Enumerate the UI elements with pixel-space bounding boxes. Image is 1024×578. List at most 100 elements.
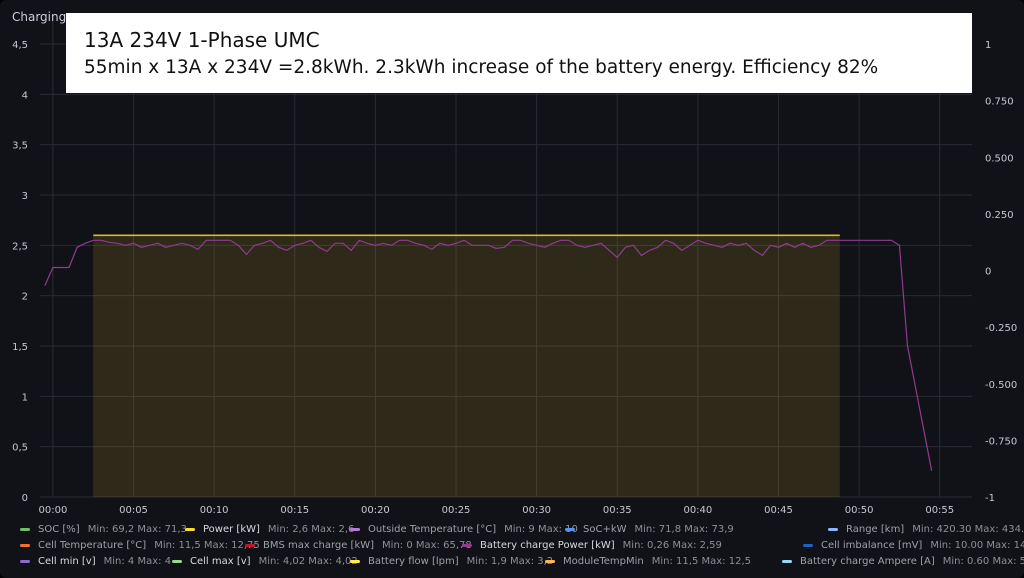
legend-series-name: Power [kW] xyxy=(203,523,260,535)
x-tick-label: 00:35 xyxy=(603,505,632,516)
y-left-tick-label: 4,5 xyxy=(12,40,28,51)
chart-plot: 0 0,5 1 1,5 2 2,5 3 3,5 4 4,5 -1 -0.750 -0.500 -0.25… xyxy=(12,14,1017,516)
legend-stats: Min: 1,9 Max: 3,2 xyxy=(466,555,554,567)
panel-title[interactable]: Charging xyxy=(12,10,67,24)
legend-item[interactable]: Cell imbalance [mV] Min: 10.00 Max: 14.00 xyxy=(803,538,1024,552)
legend-item[interactable]: Battery flow [lpm] Min: 1,9 Max: 3,2 xyxy=(350,554,559,568)
y-right-tick-label: -0.250 xyxy=(985,323,1017,334)
legend-stats: Min: 0.60 Max: 5.90 xyxy=(942,555,1024,567)
y-right-tick-label: 1 xyxy=(985,40,991,51)
legend-item[interactable]: Cell Temperature [°C] Min: 11,5 Max: 12,7… xyxy=(20,538,266,552)
x-tick-label: 00:30 xyxy=(522,505,551,516)
legend-stats: Min: 11,5 Max: 12,5 xyxy=(651,555,751,567)
x-tick-label: 00:50 xyxy=(845,505,874,516)
legend-stats: Min: 4 Max: 4 xyxy=(103,555,172,567)
legend-swatch xyxy=(350,559,360,563)
y-left-tick-label: 3 xyxy=(22,191,28,202)
x-tick-label: 00:00 xyxy=(38,505,67,516)
legend-swatch xyxy=(20,559,30,563)
y-right-tick-label: -0.750 xyxy=(985,436,1017,447)
legend-stats: Min: 71,8 Max: 73,9 xyxy=(634,523,734,535)
y-left-tick-label: 1,5 xyxy=(12,342,28,353)
legend-swatch xyxy=(172,559,182,563)
series-area-power xyxy=(93,235,840,497)
legend-item[interactable]: Cell min [v] Min: 4 Max: 4 xyxy=(20,554,177,568)
legend-series-name: ModuleTempMin xyxy=(563,555,644,567)
legend-stats: Min: 420.30 Max: 434.10 xyxy=(912,523,1024,535)
x-tick-label: 00:20 xyxy=(361,505,390,516)
legend: SOC [%] Min: 69,2 Max: 71,3 Power [kW] Min:… xyxy=(0,518,1024,578)
y-left-tick-label: 2,5 xyxy=(12,241,28,252)
legend-stats: Min: 69,2 Max: 71,3 xyxy=(87,523,187,535)
legend-swatch xyxy=(803,543,813,547)
legend-swatch xyxy=(462,543,472,547)
legend-item[interactable]: Battery charge Power [kW] Min: 0,26 Max: … xyxy=(462,538,728,552)
legend-stats: Min: 2,6 Max: 2,6 xyxy=(267,523,355,535)
y-left-tick-label: 4 xyxy=(22,90,28,101)
legend-item[interactable]: Power [kW] Min: 2,6 Max: 2,6 xyxy=(185,522,360,536)
y-axis-left: 0 0,5 1 1,5 2 2,5 3 3,5 4 4,5 xyxy=(12,40,28,504)
y-axis-right: -1 -0.750 -0.500 -0.250 0 0.250 0.500 0.750 1 xyxy=(985,40,1017,504)
legend-series-name: SOC [%] xyxy=(38,523,80,535)
y-left-tick-label: 1 xyxy=(22,392,28,403)
legend-stats: Min: 0,26 Max: 2,59 xyxy=(622,539,722,551)
legend-series-name: Battery charge Power [kW] xyxy=(480,539,615,551)
legend-stats: Min: 9 Max: 10 xyxy=(504,523,578,535)
legend-series-name: Cell max [v] xyxy=(190,555,251,567)
series-line-battery-charge-power xyxy=(44,239,933,471)
legend-swatch xyxy=(245,543,255,547)
x-tick-label: 00:40 xyxy=(683,505,712,516)
legend-series-name: BMS max charge [kW] xyxy=(263,539,375,551)
legend-series-name: Cell imbalance [mV] xyxy=(821,539,923,551)
y-right-tick-label: 0.500 xyxy=(985,153,1014,164)
legend-series-name: SoC+kW xyxy=(583,523,627,535)
y-right-tick-label: -0.500 xyxy=(985,380,1017,391)
legend-swatch xyxy=(828,527,838,531)
annotation-line-2: 55min x 13A x 234V =2.8kWh. 2.3kWh incre… xyxy=(84,57,879,78)
y-right-tick-label: 0 xyxy=(985,267,991,278)
legend-item[interactable]: Battery charge Ampere [A] Min: 0.60 Max: … xyxy=(782,554,1024,568)
x-tick-label: 00:15 xyxy=(280,505,309,516)
legend-item[interactable]: Range [km] Min: 420.30 Max: 434.10 xyxy=(828,522,1024,536)
legend-stats: Min: 10.00 Max: 14.00 xyxy=(930,539,1024,551)
legend-swatch xyxy=(545,559,555,563)
legend-stats: Min: 0 Max: 65,78 xyxy=(382,539,472,551)
legend-swatch xyxy=(350,527,360,531)
legend-item[interactable]: ModuleTempMin Min: 11,5 Max: 12,5 xyxy=(545,554,757,568)
legend-series-name: Battery charge Ampere [A] xyxy=(800,555,935,567)
y-right-tick-label: 0.250 xyxy=(985,210,1014,221)
y-right-tick-label: -1 xyxy=(985,493,995,504)
x-axis: 00:00 00:05 00:10 00:15 00:20 00:25 00:30 00:35… xyxy=(38,505,954,516)
legend-stats: Min: 11,5 Max: 12,75 xyxy=(154,539,260,551)
annotation-line-1: 13A 234V 1-Phase UMC xyxy=(84,28,320,52)
annotation-box: 13A 234V 1-Phase UMC 55min x 13A x 234V … xyxy=(66,13,972,93)
x-tick-label: 00:10 xyxy=(200,505,229,516)
legend-series-name: Cell Temperature [°C] xyxy=(38,539,147,551)
legend-series-name: Battery flow [lpm] xyxy=(368,555,459,567)
legend-stats: Min: 4,02 Max: 4,02 xyxy=(258,555,358,567)
legend-swatch xyxy=(20,543,30,547)
legend-item[interactable]: SOC [%] Min: 69,2 Max: 71,3 xyxy=(20,522,193,536)
legend-swatch xyxy=(565,527,575,531)
legend-item[interactable]: Cell max [v] Min: 4,02 Max: 4,02 xyxy=(172,554,364,568)
legend-swatch xyxy=(185,527,195,531)
legend-item[interactable]: Outside Temperature [°C] Min: 9 Max: 10 xyxy=(350,522,584,536)
y-right-tick-label: 0.750 xyxy=(985,97,1014,108)
x-tick-label: 00:55 xyxy=(925,505,954,516)
legend-swatch xyxy=(782,559,792,563)
legend-item[interactable]: BMS max charge [kW] Min: 0 Max: 65,78 xyxy=(245,538,478,552)
legend-series-name: Range [km] xyxy=(846,523,905,535)
series-layer xyxy=(44,234,933,497)
legend-series-name: Outside Temperature [°C] xyxy=(368,523,497,535)
y-left-tick-label: 3,5 xyxy=(12,141,28,152)
legend-item[interactable]: SoC+kW Min: 71,8 Max: 73,9 xyxy=(565,522,740,536)
y-left-tick-label: 0,5 xyxy=(12,443,28,454)
legend-series-name: Cell min [v] xyxy=(38,555,96,567)
x-tick-label: 00:05 xyxy=(119,505,148,516)
y-left-tick-label: 0 xyxy=(22,493,28,504)
legend-swatch xyxy=(20,527,30,531)
y-left-tick-label: 2 xyxy=(22,292,28,303)
x-tick-label: 00:25 xyxy=(442,505,471,516)
x-tick-label: 00:45 xyxy=(764,505,793,516)
